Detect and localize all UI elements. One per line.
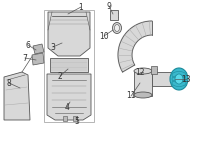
Polygon shape: [32, 53, 44, 65]
Polygon shape: [50, 58, 88, 72]
Text: 11: 11: [126, 91, 136, 101]
Bar: [152, 72, 176, 86]
Bar: [151, 66, 157, 74]
Bar: [134, 71, 152, 96]
Polygon shape: [47, 74, 91, 120]
Text: 6: 6: [26, 41, 30, 50]
Polygon shape: [48, 12, 90, 56]
Bar: [110, 10, 118, 20]
Text: 2: 2: [58, 71, 62, 81]
Bar: [44, 10, 94, 122]
Bar: [73, 116, 77, 121]
Ellipse shape: [134, 68, 152, 74]
Polygon shape: [4, 72, 30, 120]
Text: 1: 1: [79, 2, 83, 11]
Text: 3: 3: [51, 42, 55, 51]
Ellipse shape: [113, 22, 122, 34]
Text: 4: 4: [65, 102, 69, 112]
Polygon shape: [33, 44, 44, 54]
Ellipse shape: [175, 74, 183, 84]
Text: 5: 5: [75, 117, 79, 127]
Text: 9: 9: [107, 1, 111, 10]
Text: 7: 7: [23, 54, 27, 62]
Ellipse shape: [115, 25, 120, 31]
Text: 13: 13: [181, 75, 191, 83]
Bar: [63, 116, 67, 121]
Text: 12: 12: [135, 67, 145, 76]
Text: 8: 8: [7, 78, 11, 87]
Text: 10: 10: [99, 31, 109, 41]
Ellipse shape: [134, 92, 152, 98]
Polygon shape: [118, 21, 152, 72]
Ellipse shape: [170, 68, 188, 90]
